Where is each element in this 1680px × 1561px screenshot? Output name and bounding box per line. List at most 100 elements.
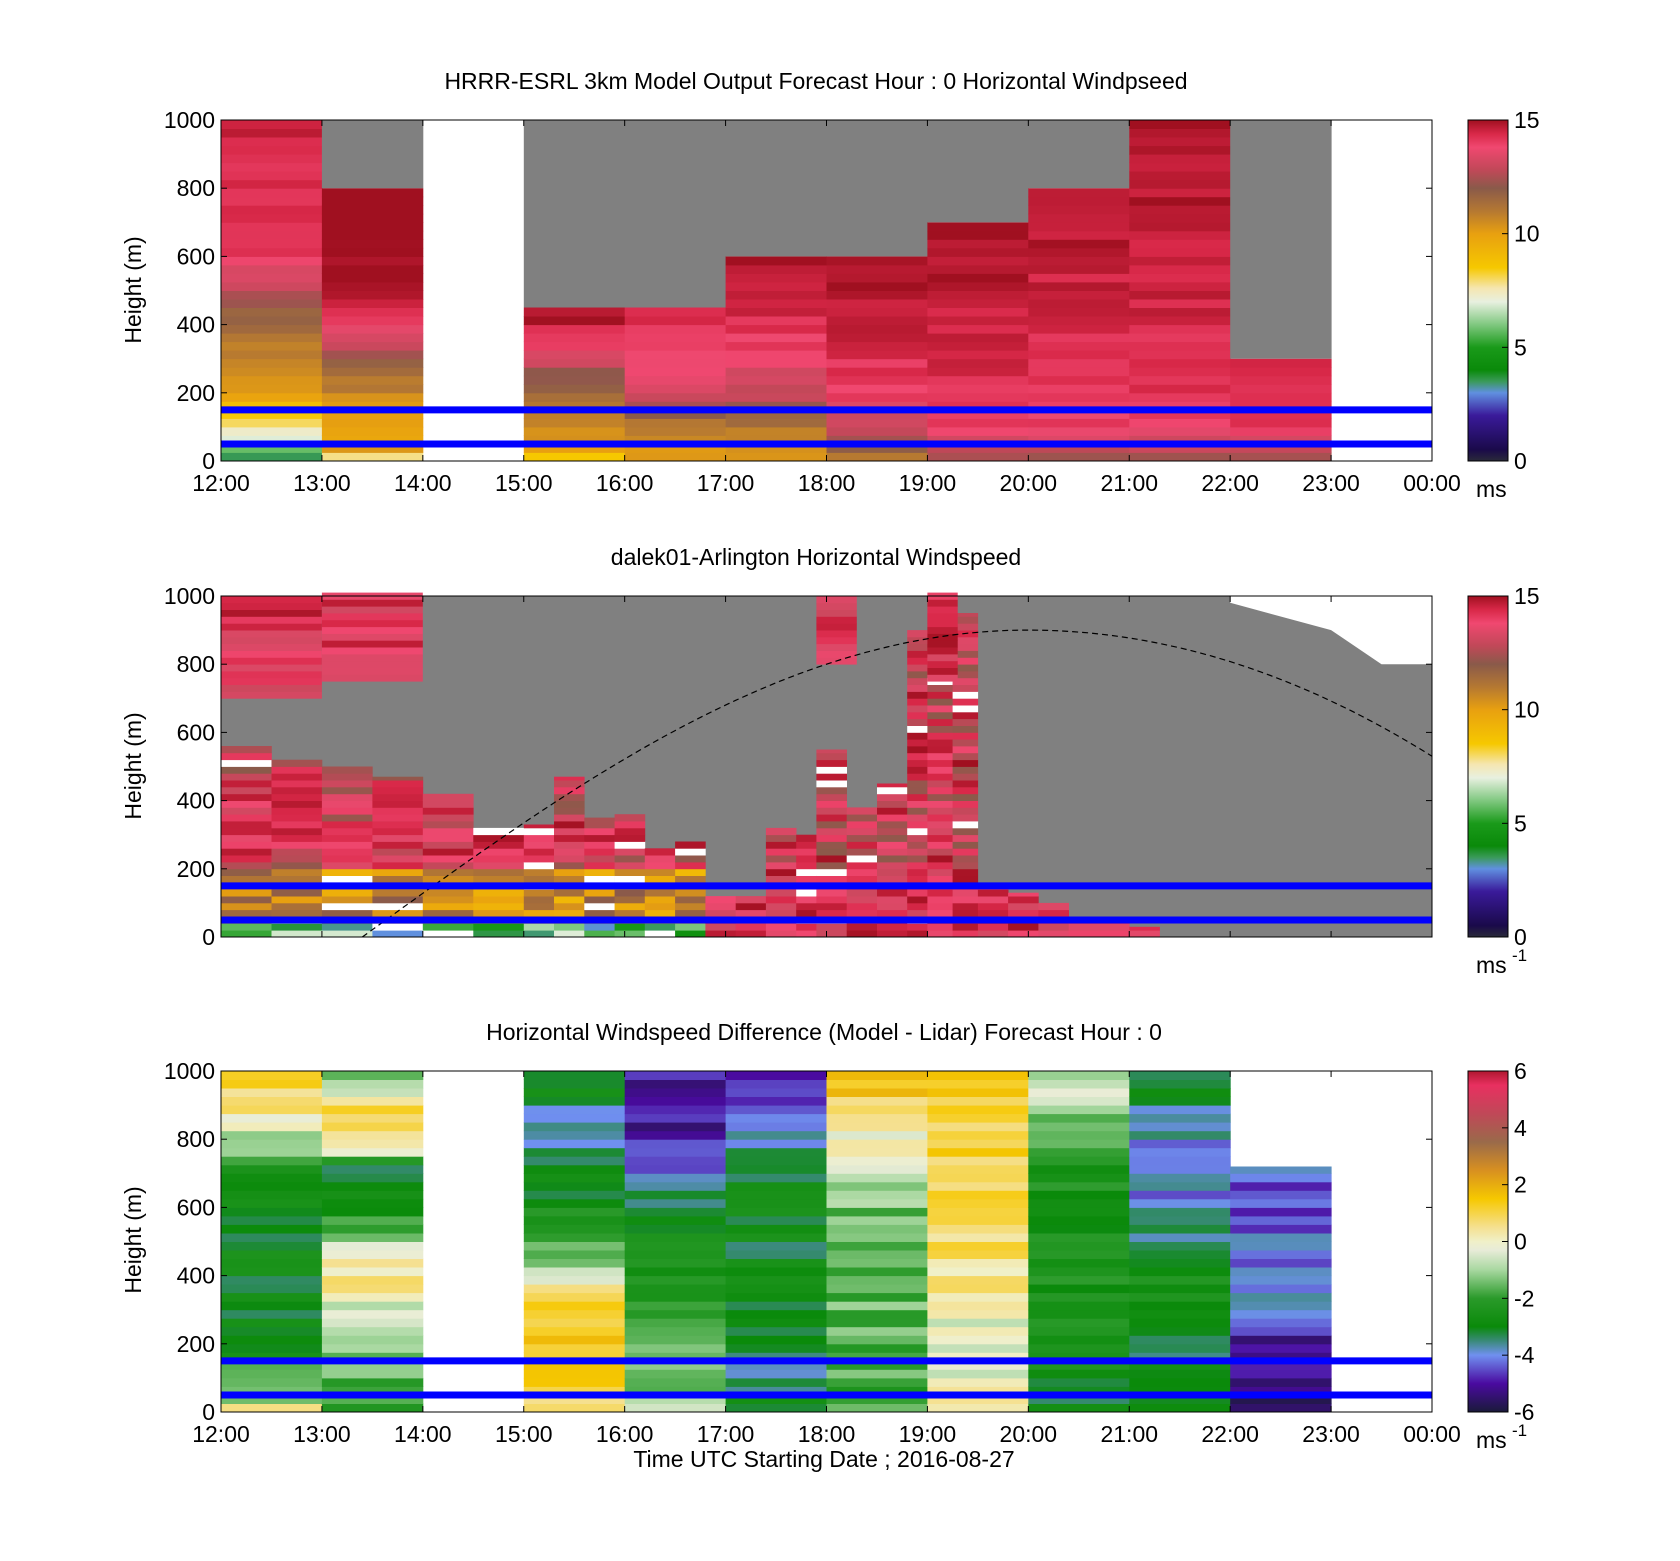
heatmap-cell [725, 1105, 827, 1115]
lidar-cell [952, 862, 979, 870]
heatmap-cell [624, 333, 727, 343]
heatmap-cell [826, 452, 928, 462]
y-tick-label: 200 [177, 380, 215, 406]
lidar-cell [584, 834, 615, 842]
heatmap-cell [624, 1301, 727, 1311]
heatmap-cell [1230, 1198, 1332, 1208]
lidar-cell [846, 821, 878, 829]
lidar-cell [877, 848, 908, 856]
lidar-cell [221, 630, 322, 638]
heatmap-cell [221, 239, 323, 249]
heatmap-cell [725, 443, 827, 453]
x-tick-label: 12:00 [192, 470, 250, 496]
heatmap-cell [1129, 1250, 1231, 1259]
heatmap-cell [624, 1369, 727, 1379]
lidar-cell [644, 896, 676, 904]
panel-model-colorbar: 0 5 10 15 ms [1467, 107, 1540, 502]
heatmap-cell [624, 1258, 727, 1268]
heatmap-cell [321, 1147, 424, 1157]
heatmap-cell [826, 1096, 928, 1106]
heatmap-cell [624, 1284, 727, 1294]
missing-data [523, 120, 626, 308]
colorbar-tick-label: -6 [1514, 1399, 1534, 1425]
heatmap-cell [826, 1343, 928, 1353]
heatmap-cell [523, 1360, 626, 1370]
heatmap-cell [927, 1301, 1029, 1311]
lidar-cell [584, 868, 615, 876]
colorbar-tick-label: 2 [1514, 1172, 1527, 1198]
lidar-cell [952, 684, 979, 692]
heatmap-cell [725, 341, 827, 351]
lidar-cell [907, 930, 928, 938]
lidar-cell [927, 773, 953, 781]
lidar-cell [846, 930, 878, 938]
lidar-cell [907, 630, 928, 638]
heatmap-cell [1230, 418, 1332, 428]
heatmap-cell [725, 1335, 827, 1345]
heatmap-cell [826, 1079, 928, 1089]
heatmap-cell [826, 1335, 928, 1345]
lidar-cell [473, 909, 525, 917]
lidar-cell [321, 868, 373, 876]
heatmap-cell [1129, 452, 1231, 462]
heatmap-cell [624, 392, 727, 402]
missing-data [624, 120, 727, 308]
heatmap-cell [1129, 247, 1231, 257]
heatmap-cell [1028, 1250, 1130, 1259]
heatmap-cell [725, 1181, 827, 1191]
heatmap-cell [221, 1360, 323, 1370]
colorbar-tick-label: 5 [1514, 810, 1527, 836]
heatmap-cell [523, 316, 626, 326]
lidar-cell [221, 677, 322, 685]
lidar-cell [271, 896, 323, 904]
lidar-cell [675, 930, 706, 938]
heatmap-cell [927, 333, 1029, 343]
lidar-cell [271, 814, 323, 822]
lidar-cell [473, 896, 525, 904]
heatmap-cell [523, 358, 626, 368]
lidar-cell [473, 902, 525, 911]
lidar-cell [271, 787, 323, 795]
lidar-cell [952, 923, 979, 931]
heatmap-cell [1230, 1284, 1332, 1294]
heatmap-cell [725, 1139, 827, 1149]
lidar-cell [422, 848, 474, 856]
heatmap-cell [1028, 1267, 1130, 1277]
heatmap-cell [221, 1096, 323, 1106]
x-tick-label: 23:00 [1302, 470, 1360, 496]
heatmap-cell [826, 375, 928, 385]
lidar-cell [675, 889, 706, 897]
heatmap-cell [624, 401, 727, 411]
heatmap-cell [523, 1301, 626, 1311]
colorbar-tick-label: 0 [1514, 924, 1527, 950]
lidar-cell [952, 814, 979, 822]
lidar-cell [846, 896, 878, 904]
heatmap-cell [1028, 1233, 1130, 1242]
heatmap-cell [321, 1258, 424, 1268]
heatmap-cell [1230, 1224, 1332, 1234]
lidar-cell [271, 800, 323, 808]
lidar-cell [816, 630, 857, 638]
lidar-cell [952, 718, 979, 726]
lidar-cell [271, 807, 323, 815]
heatmap-cell [725, 299, 827, 308]
heatmap-cell [1230, 1173, 1332, 1183]
heatmap-cell [624, 1241, 727, 1251]
lidar-cell [796, 923, 817, 931]
heatmap-cell [1028, 324, 1130, 334]
heatmap-cell [624, 452, 727, 462]
lidar-cell [271, 793, 323, 801]
heatmap-cell [1230, 1233, 1332, 1242]
lidar-cell [271, 909, 323, 917]
lidar-cell [816, 616, 857, 624]
lidar-cell [554, 780, 585, 788]
heatmap-cell [725, 426, 827, 436]
lidar-cell [952, 739, 979, 747]
lidar-cell [584, 909, 615, 917]
heatmap-cell [523, 333, 626, 343]
heatmap-cell [1129, 1241, 1231, 1251]
heatmap-cell [624, 1079, 727, 1089]
heatmap-cell [927, 1190, 1029, 1200]
heatmap-cell [624, 1360, 727, 1370]
heatmap-cell [321, 1267, 424, 1277]
